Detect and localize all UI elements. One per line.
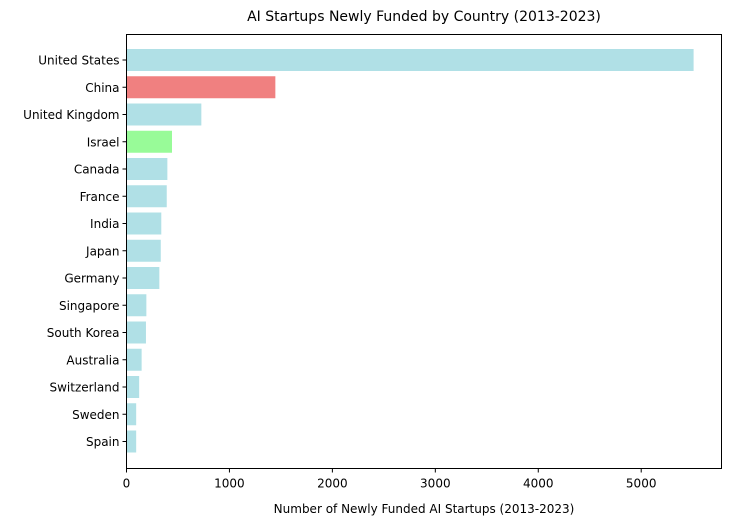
- bar-switzerland: [126, 376, 140, 398]
- y-tick-label: Spain: [86, 435, 120, 449]
- y-tick-label: China: [85, 81, 119, 95]
- x-tick-label: 5000: [626, 477, 657, 491]
- y-tick-label: India: [90, 217, 119, 231]
- y-tick-label: France: [80, 190, 120, 204]
- y-tick-label: United Kingdom: [23, 108, 119, 122]
- x-axis-label: Number of Newly Funded AI Startups (2013…: [274, 502, 575, 516]
- y-tick-label: Japan: [85, 244, 119, 258]
- y-tick-label: Singapore: [59, 299, 120, 313]
- bar-united-kingdom: [126, 103, 202, 126]
- y-axis-ticks: United States China United Kingdom Israel Ca…: [23, 54, 127, 449]
- x-tick-label: 1000: [214, 477, 245, 491]
- y-tick-label: Germany: [64, 272, 119, 286]
- bar-israel: [126, 130, 172, 153]
- plot-frame: [126, 34, 722, 469]
- x-tick-label: 2000: [317, 477, 348, 491]
- bar-canada: [126, 158, 168, 180]
- bar-sweden: [126, 403, 137, 426]
- y-tick-label: Australia: [66, 353, 119, 367]
- bar-spain: [126, 430, 137, 453]
- y-tick-label: United States: [38, 54, 119, 68]
- y-tick-label: Canada: [74, 163, 120, 177]
- bar-china: [126, 76, 276, 99]
- bar-france: [126, 185, 167, 208]
- chart-title: AI Startups Newly Funded by Country (201…: [247, 9, 601, 25]
- x-tick-label: 0: [123, 477, 131, 491]
- x-tick-label: 4000: [523, 477, 554, 491]
- y-tick-label: Switzerland: [50, 381, 120, 395]
- bar-australia: [126, 348, 142, 371]
- y-tick-label: South Korea: [47, 326, 120, 340]
- bar-south-korea: [126, 321, 146, 344]
- bar-germany: [126, 267, 160, 289]
- y-tick-label: Israel: [87, 135, 120, 149]
- y-tick-label: Sweden: [72, 408, 119, 422]
- bars-group: [126, 49, 694, 453]
- bar-united-states: [126, 49, 694, 71]
- bar-india: [126, 212, 162, 235]
- bar-singapore: [126, 294, 147, 317]
- x-tick-label: 3000: [420, 477, 451, 491]
- x-axis-ticks: 0 1000 2000 3000 4000 5000: [123, 468, 657, 491]
- bar-japan: [126, 239, 161, 262]
